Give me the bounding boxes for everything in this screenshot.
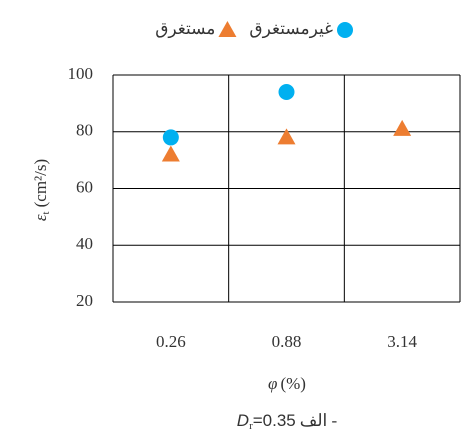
y-axis-label: εt(cm²/s) — [31, 159, 52, 221]
legend-label: مستغرق — [155, 19, 215, 39]
y-tick-label: 20 — [76, 291, 93, 310]
caption: Dr=0.35 الف - — [237, 411, 338, 432]
x-tick-label: 3.14 — [387, 332, 417, 351]
point — [278, 84, 295, 101]
x-tick-label: 0.26 — [156, 332, 186, 351]
y-tick-label: 80 — [76, 121, 93, 140]
y-tick-label: 60 — [76, 177, 93, 196]
legend-marker — [218, 21, 237, 37]
y-tick-label: 40 — [76, 234, 93, 253]
legend-marker — [337, 22, 353, 38]
point — [162, 129, 179, 146]
point — [277, 128, 296, 145]
point — [393, 119, 412, 136]
x-tick-label: 0.88 — [272, 332, 302, 351]
y-tick-label: 100 — [68, 64, 94, 83]
legend-label: غیرمستغرق — [249, 19, 333, 39]
x-axis-label: φ (%) — [268, 374, 306, 393]
point — [161, 145, 180, 162]
